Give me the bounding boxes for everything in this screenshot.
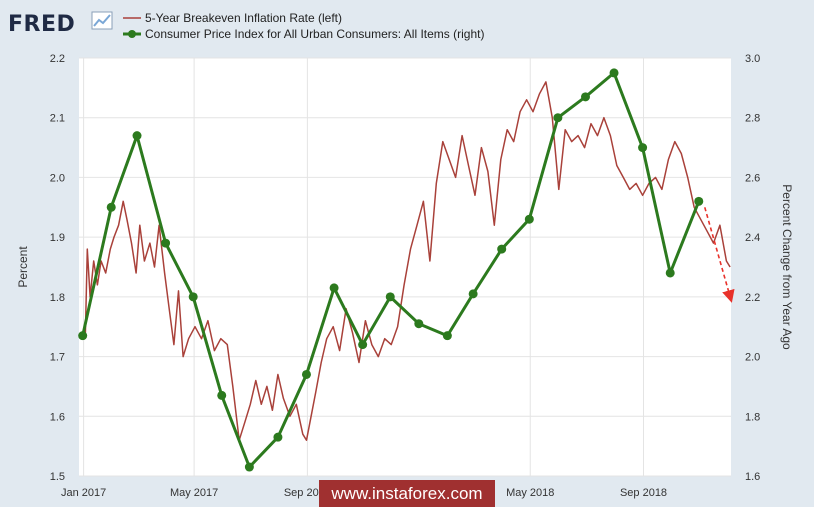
logo-text: FRED <box>8 12 75 37</box>
left-tick-label: 2.1 <box>50 113 65 125</box>
legend-label: 5-Year Breakeven Inflation Rate (left) <box>145 11 342 25</box>
series-point <box>414 319 424 329</box>
left-tick-label: 1.8 <box>50 292 65 304</box>
series-point <box>244 462 254 472</box>
series-point <box>553 113 563 123</box>
series-point <box>217 390 227 400</box>
series-point <box>78 331 88 341</box>
x-tick-label: May 2018 <box>506 487 554 499</box>
right-tick-label: 2.6 <box>745 172 760 184</box>
left-axis: 1.5 1.6 1.7 1.8 1.9 2.0 2.1 2.2 <box>50 53 65 483</box>
series-point <box>358 340 368 350</box>
right-tick-label: 2.8 <box>745 113 760 125</box>
series-point <box>524 214 534 224</box>
series-point <box>385 292 395 302</box>
right-axis-title: Percent Change from Year Ago <box>780 184 794 350</box>
series-point <box>161 238 171 248</box>
plot-area <box>79 58 731 476</box>
right-tick-label: 2.4 <box>745 232 760 244</box>
series-point <box>580 92 590 102</box>
right-tick-label: 2.0 <box>745 352 760 364</box>
series-point <box>188 292 198 302</box>
left-tick-label: 2.0 <box>50 172 65 184</box>
logo-chart-icon <box>91 11 113 30</box>
left-axis-title: Percent <box>16 246 30 288</box>
series-point <box>132 131 142 141</box>
left-tick-label: 1.5 <box>50 471 65 483</box>
left-tick-label: 1.9 <box>50 232 65 244</box>
series-point <box>106 202 116 212</box>
annotation-layer <box>703 207 735 303</box>
x-tick-label: Sep 2018 <box>620 487 667 499</box>
series-point <box>468 289 478 299</box>
x-tick-label: May 2017 <box>170 487 218 499</box>
trend-arrow <box>703 207 735 303</box>
series-point <box>329 283 339 293</box>
series-point <box>665 268 675 278</box>
right-tick-label: 1.8 <box>745 411 760 423</box>
right-tick-label: 3.0 <box>745 53 760 65</box>
series-point <box>638 143 648 153</box>
left-tick-label: 2.2 <box>50 53 65 65</box>
right-tick-label: 2.2 <box>745 292 760 304</box>
left-tick-label: 1.7 <box>50 352 65 364</box>
fred-logo: FRED <box>8 11 113 37</box>
series-point <box>442 331 452 341</box>
gridlines <box>79 57 731 477</box>
right-tick-label: 1.6 <box>745 471 760 483</box>
series-point <box>273 432 283 442</box>
legend-label: Consumer Price Index for All Urban Consu… <box>145 27 484 41</box>
left-tick-label: 1.6 <box>50 411 65 423</box>
series-point <box>497 244 507 254</box>
series-point <box>301 369 311 379</box>
legend: 5-Year Breakeven Inflation Rate (left) Co… <box>123 11 484 41</box>
series-layer <box>78 68 731 472</box>
right-axis: 1.6 1.8 2.0 2.2 2.4 2.6 2.8 3.0 <box>745 53 760 483</box>
series-point <box>609 68 619 78</box>
legend-marker <box>128 30 136 38</box>
x-tick-label: Jan 2017 <box>61 487 106 499</box>
series-point <box>694 196 704 206</box>
series-line-1 <box>84 81 731 441</box>
watermark: www.instaforex.com <box>319 480 495 507</box>
